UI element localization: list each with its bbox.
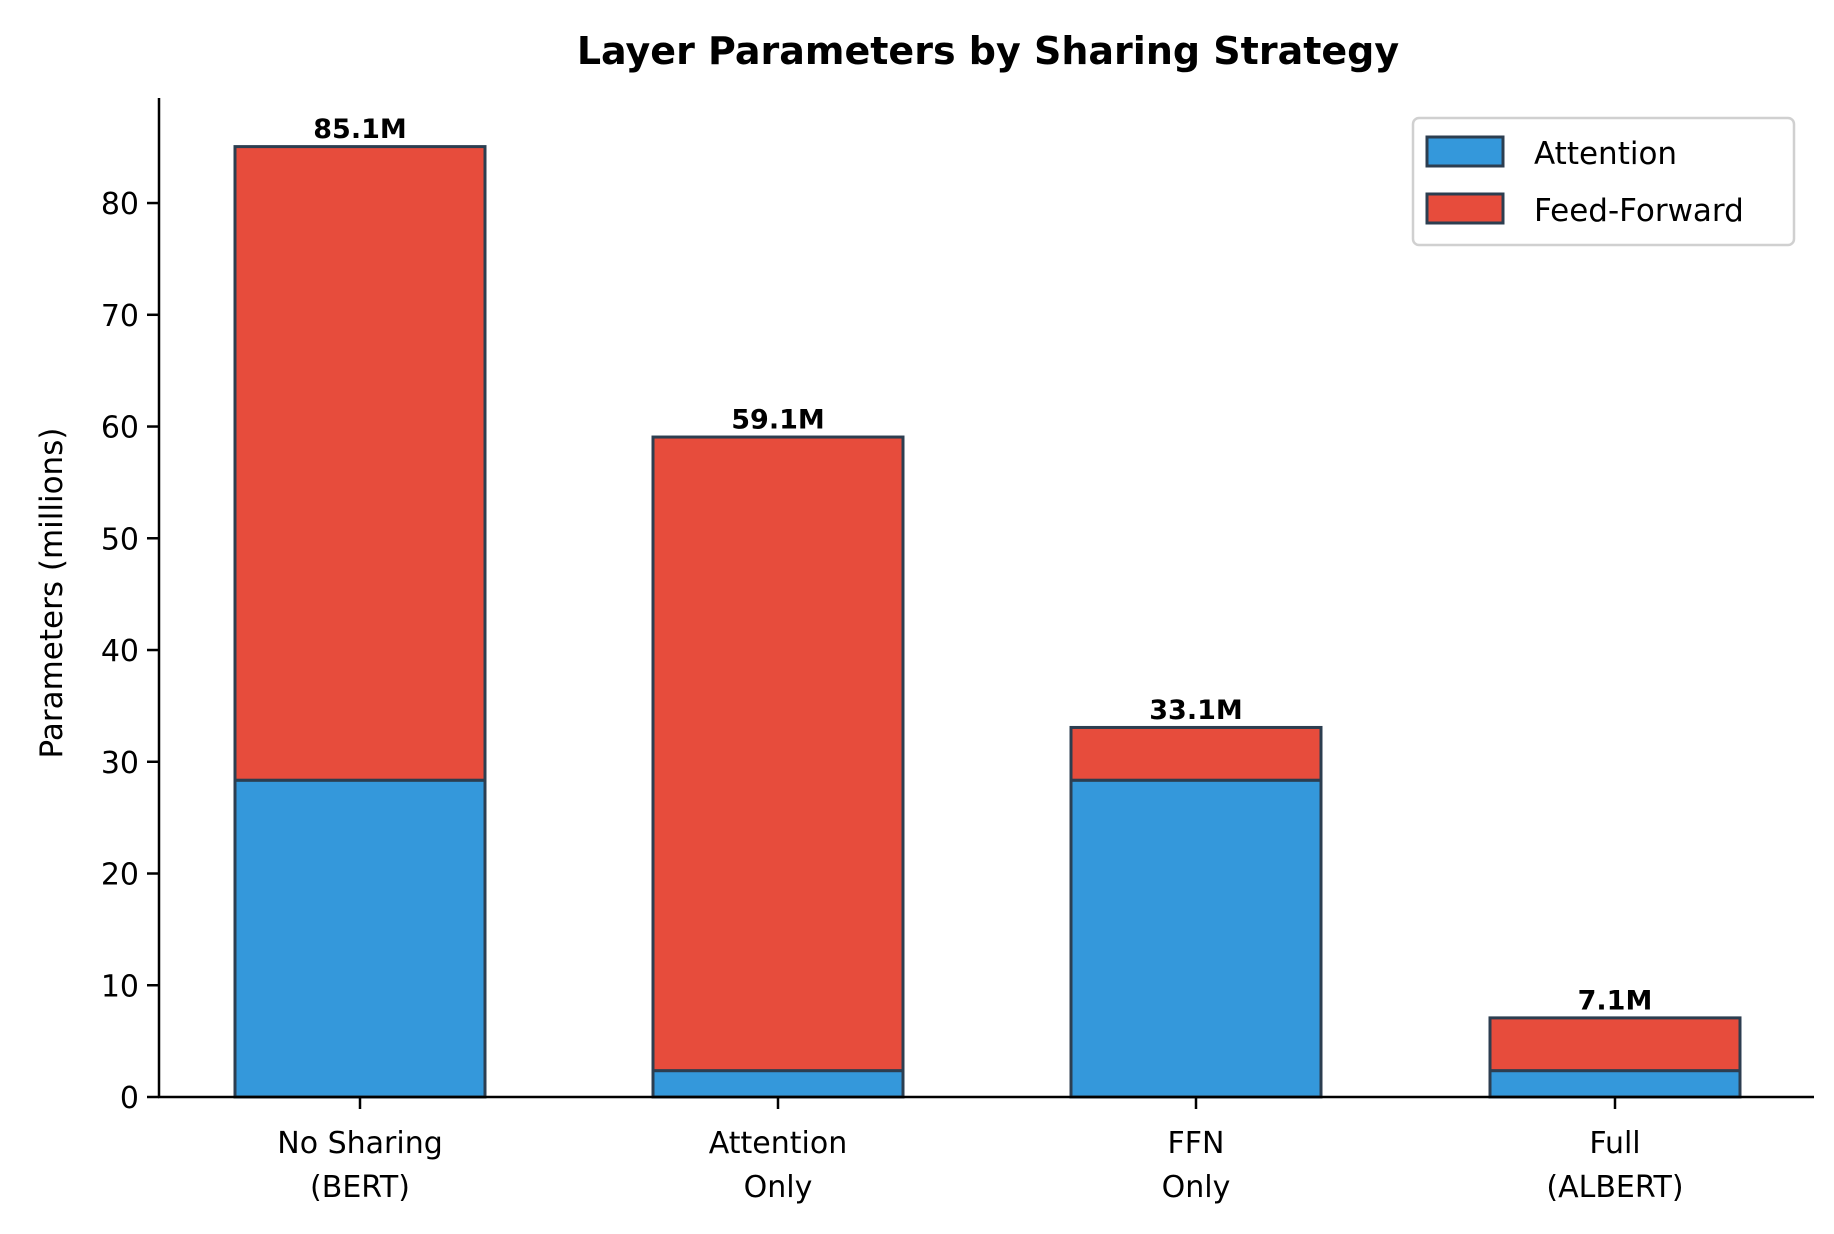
x-axis: No Sharing (BERT) Attention Only FFN Only Full…: [158, 1095, 1814, 1205]
y-tick-label: 50: [101, 522, 139, 557]
chart-title: Layer Parameters by Sharing Strategy: [577, 29, 1400, 73]
x-tick-label: (ALBERT): [1546, 1170, 1683, 1205]
y-axis-label: Parameters (millions): [34, 428, 70, 759]
x-tick-label: Attention: [709, 1126, 847, 1161]
total-value-label: 59.1M: [731, 405, 825, 436]
y-tick-label: 0: [120, 1081, 139, 1116]
x-tick-label: Only: [1162, 1170, 1231, 1205]
legend-label: Attention: [1534, 136, 1677, 172]
y-axis: 0 10 20 30 40 50 60 70 80: [101, 98, 161, 1116]
bar-segment-attention: [1488, 1069, 1742, 1099]
y-tick-label: 20: [101, 858, 139, 893]
bar-segment-attention: [233, 778, 487, 1099]
x-tick-label: (BERT): [310, 1170, 410, 1205]
bar-segment-feed-forward: [233, 145, 487, 782]
x-tick-label: No Sharing: [277, 1126, 443, 1161]
x-tick-label: Only: [744, 1170, 813, 1205]
y-tick-label: 70: [101, 299, 139, 334]
legend-swatch: [1425, 192, 1505, 225]
total-value-label: 85.1M: [313, 114, 407, 145]
y-tick-label: 60: [101, 411, 139, 446]
legend: Attention Feed-Forward: [1411, 116, 1796, 247]
y-tick-label: 30: [101, 746, 139, 781]
legend-swatch: [1425, 135, 1505, 168]
y-tick-label: 40: [101, 634, 139, 669]
total-value-label: 7.1M: [1578, 986, 1653, 1017]
value-labels: 85.1M 59.1M 33.1M 7.1M: [313, 114, 1652, 1017]
bar-segment-attention: [651, 1069, 905, 1099]
bar-segment-attention: [1069, 778, 1323, 1099]
bar-segment-feed-forward: [1488, 1016, 1742, 1073]
x-tick-label: Full: [1589, 1126, 1640, 1161]
bar-segment-feed-forward: [651, 435, 905, 1073]
total-value-label: 33.1M: [1149, 695, 1243, 726]
y-tick-label: 10: [101, 969, 139, 1004]
y-tick-label: 80: [101, 187, 139, 222]
x-tick-label: FFN: [1168, 1126, 1225, 1161]
bars-group: [233, 145, 1742, 1099]
legend-label: Feed-Forward: [1534, 193, 1744, 229]
bar-segment-feed-forward: [1069, 725, 1323, 782]
